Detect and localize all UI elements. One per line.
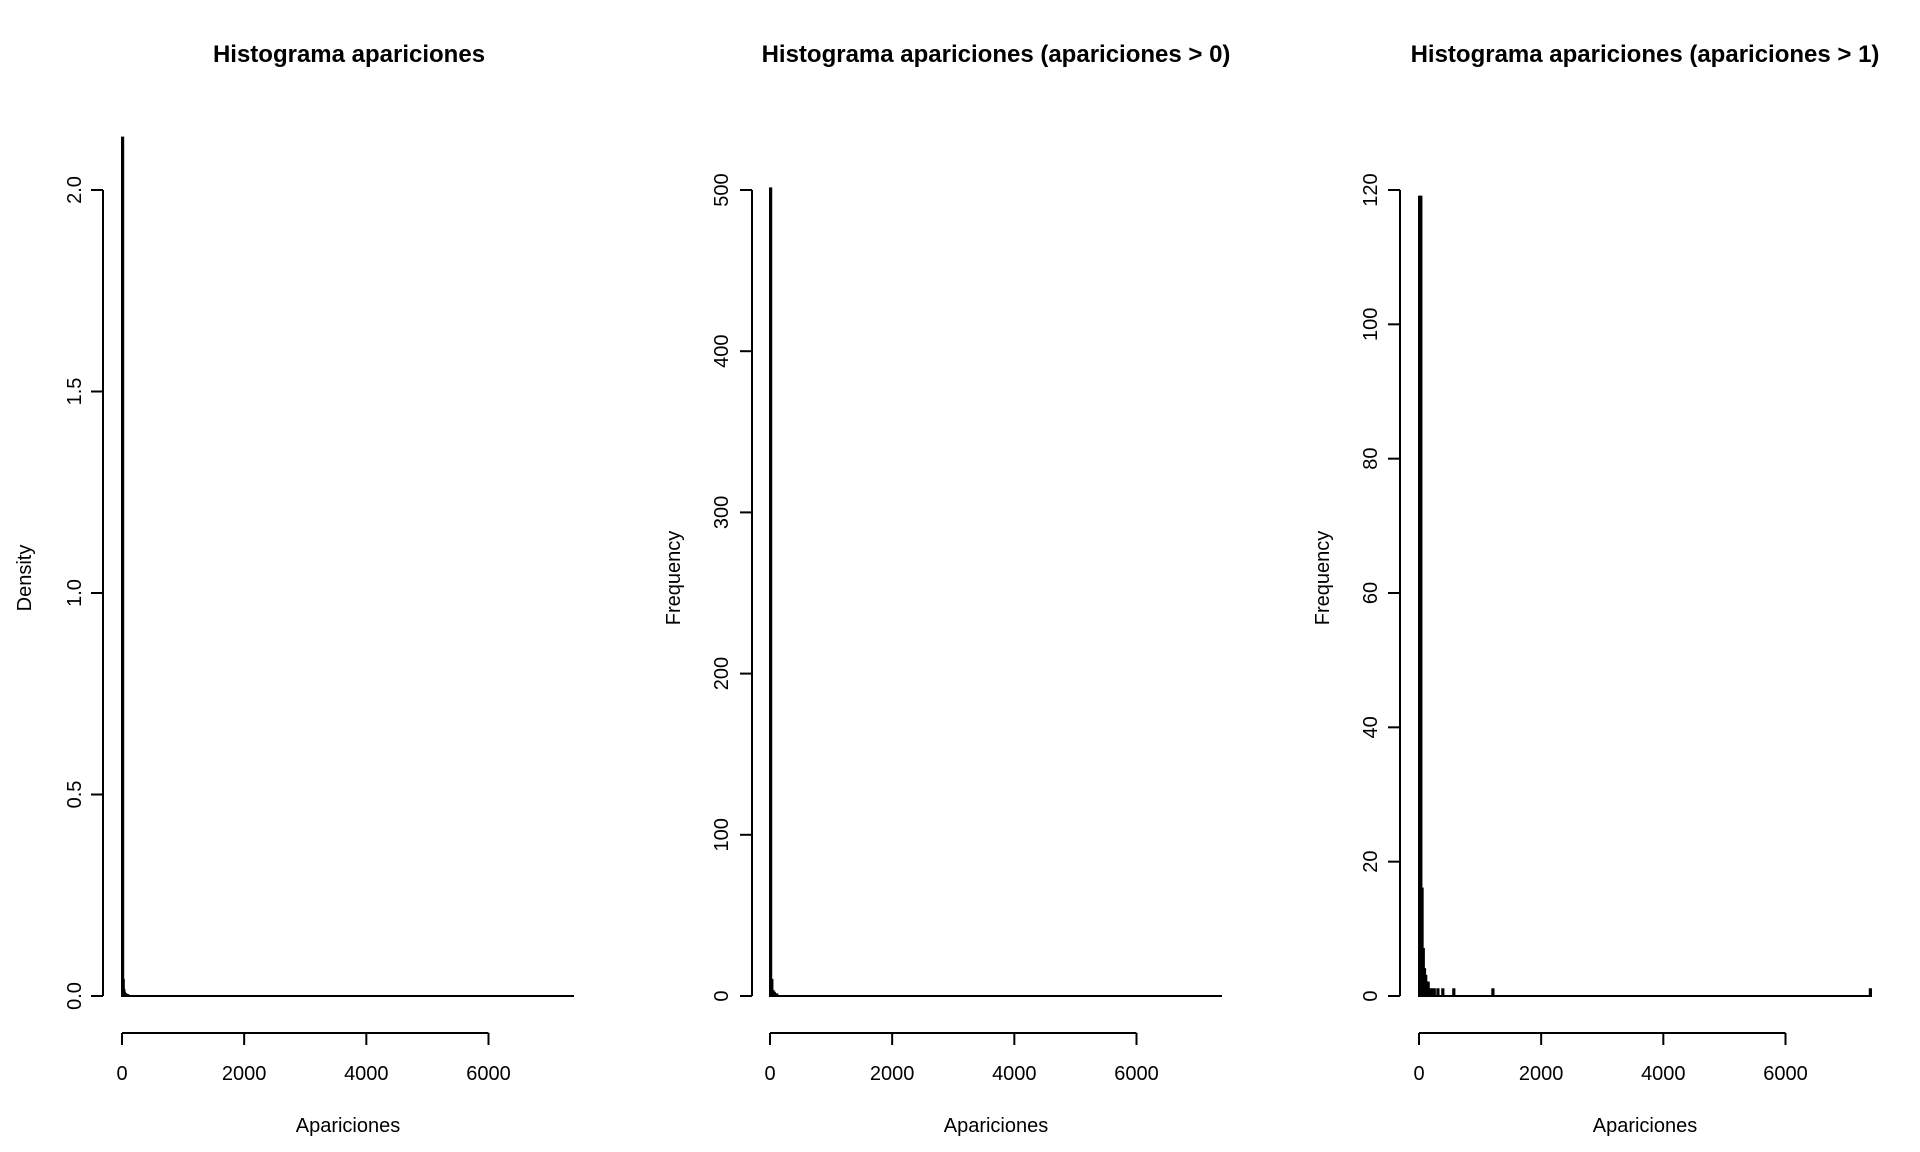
x-tick-label: 4000 (1641, 1063, 1686, 1085)
y-tick-label: 80 (1360, 448, 1382, 470)
x-tick-label: 2000 (222, 1063, 267, 1085)
x-axis-label: Apariciones (296, 1115, 401, 1137)
chart-title: Histograma apariciones (213, 41, 485, 68)
histogram-bar (1441, 988, 1445, 997)
y-tick-label: 1.5 (64, 378, 86, 406)
x-tick-label: 6000 (466, 1063, 511, 1085)
histogram-bar (1868, 988, 1872, 997)
y-tick-label: 2.0 (64, 176, 86, 204)
x-tick-label: 0 (116, 1063, 127, 1085)
x-tick-label: 0 (1413, 1063, 1424, 1085)
y-tick-label: 60 (1360, 582, 1382, 604)
histogram-bar (1491, 988, 1495, 997)
histogram-bar (121, 136, 125, 998)
x-tick-label: 4000 (344, 1063, 389, 1085)
y-tick-label: 1.0 (64, 579, 86, 607)
y-tick-label: 20 (1360, 851, 1382, 873)
x-tick-label: 2000 (870, 1063, 915, 1085)
y-tick-label: 100 (711, 818, 733, 851)
x-tick-label: 6000 (1114, 1063, 1159, 1085)
histogram-bar (1432, 988, 1436, 997)
y-tick-label: 120 (1360, 173, 1382, 206)
y-tick-label: 400 (711, 335, 733, 368)
y-axis-label: Density (14, 545, 36, 612)
chart-title: Histograma apariciones (apariciones > 1) (1411, 41, 1880, 68)
y-tick-label: 100 (1360, 308, 1382, 341)
y-tick-label: 0 (711, 990, 733, 1001)
x-axis-label: Apariciones (944, 1115, 1049, 1137)
chart-title: Histograma apariciones (apariciones > 0) (762, 41, 1231, 68)
y-tick-label: 0.0 (64, 982, 86, 1010)
histogram-bar (1452, 988, 1456, 997)
y-axis-label: Frequency (1312, 531, 1334, 626)
y-tick-label: 0 (1360, 990, 1382, 1001)
x-axis-label: Apariciones (1593, 1115, 1698, 1137)
histogram-bar (769, 187, 773, 997)
y-tick-label: 500 (711, 173, 733, 206)
histogram-panel-3: Histograma apariciones (apariciones > 1)… (1312, 41, 1879, 1137)
y-tick-label: 200 (711, 657, 733, 690)
histogram-bar (775, 993, 779, 998)
x-tick-label: 4000 (992, 1063, 1037, 1085)
y-axis-label: Frequency (663, 531, 685, 626)
histogram-bar (1419, 195, 1423, 997)
y-tick-label: 40 (1360, 716, 1382, 738)
x-tick-label: 6000 (1763, 1063, 1808, 1085)
x-tick-label: 2000 (1519, 1063, 1564, 1085)
histogram-panel-2: Histograma apariciones (apariciones > 0)… (663, 41, 1230, 1137)
histogram-bar (1430, 988, 1434, 997)
histogram-panel-1: Histograma apariciones 0.0 0.5 1.0 1.5 2.0 Den… (14, 41, 574, 1137)
histogram-bar (1427, 988, 1431, 997)
y-tick-label: 0.5 (64, 781, 86, 809)
histogram-bar (1436, 988, 1440, 997)
x-tick-label: 0 (764, 1063, 775, 1085)
y-tick-label: 300 (711, 496, 733, 529)
